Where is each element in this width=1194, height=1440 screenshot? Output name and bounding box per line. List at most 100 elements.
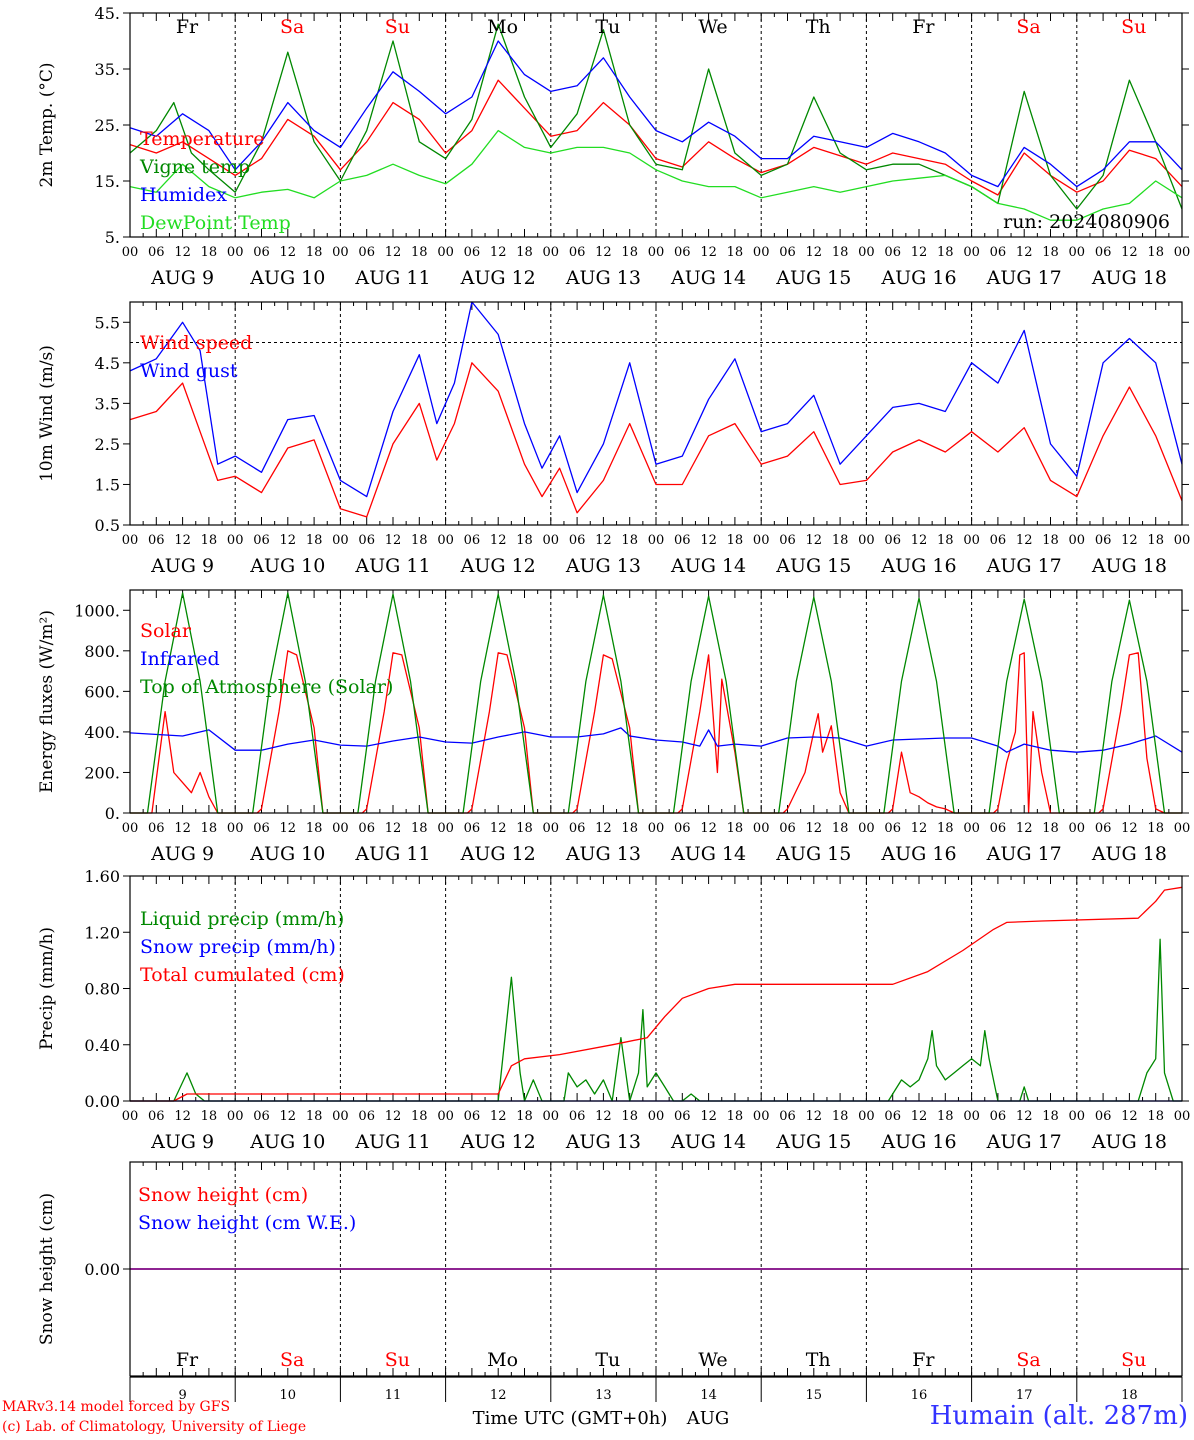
date-label: AUG 11: [354, 843, 430, 865]
hour-label: 12: [385, 533, 402, 548]
hour-label: 00: [122, 245, 139, 260]
hour-label: 18: [727, 1109, 744, 1124]
y-tick-label: 3.5: [95, 394, 120, 413]
y-tick-label: 1.20: [84, 923, 120, 942]
weekday-label: Tu: [595, 1349, 620, 1371]
hour-label: 06: [569, 821, 586, 836]
hour-label: 18: [832, 245, 849, 260]
weekday-label: Mo: [487, 1349, 518, 1371]
hour-label: 06: [148, 821, 165, 836]
hour-label: 12: [174, 1109, 191, 1124]
panel-3: 0. 200. 400. 600. 800. 1000. Energy fluxes (W/…: [37, 589, 1191, 865]
hour-label: 18: [516, 821, 533, 836]
hour-label: 12: [385, 1109, 402, 1124]
hour-label: 18: [411, 533, 428, 548]
hour-label: 18: [1042, 1109, 1059, 1124]
y-tick-label: 45.: [95, 4, 120, 23]
hour-label: 18: [937, 533, 954, 548]
hour-label: 06: [464, 821, 481, 836]
hour-label: 06: [990, 1109, 1007, 1124]
hour-label: 06: [1095, 245, 1112, 260]
date-label: AUG 18: [1091, 555, 1167, 577]
hour-label: 00: [1174, 821, 1191, 836]
hour-label: 00: [227, 245, 244, 260]
station-name: Humain (alt. 287m): [929, 1401, 1188, 1431]
date-label: AUG 14: [670, 267, 746, 289]
hour-label: 18: [621, 245, 638, 260]
hour-label: 00: [122, 1109, 139, 1124]
date-label: AUG 11: [354, 555, 430, 577]
series-line-wind-gust: [129, 301, 1183, 498]
plot-frame: [129, 1161, 1183, 1377]
hour-label: 00: [332, 533, 349, 548]
y-tick-label: 2.5: [95, 435, 120, 454]
series-line-total-cumulated-cm: [130, 886, 1183, 1102]
day-number: 16: [911, 1388, 928, 1403]
date-label: AUG 16: [880, 555, 956, 577]
date-label: AUG 16: [880, 267, 956, 289]
hour-label: 12: [806, 245, 823, 260]
date-label: AUG 14: [670, 843, 746, 865]
hour-label: 00: [1069, 1109, 1086, 1124]
hour-label: 00: [963, 1109, 980, 1124]
y-tick-label: 0.00: [84, 1092, 120, 1111]
hour-label: 00: [648, 533, 665, 548]
y-axis-title: Snow height (cm): [37, 1193, 57, 1345]
y-tick-label: 0.40: [84, 1036, 120, 1055]
date-label: AUG 15: [775, 555, 851, 577]
hour-label: 12: [806, 821, 823, 836]
hour-label: 06: [569, 1109, 586, 1124]
hour-label: 12: [490, 1109, 507, 1124]
hour-label: 12: [595, 821, 612, 836]
legend-entry: Snow precip (mm/h): [140, 936, 336, 958]
hour-label: 00: [122, 821, 139, 836]
y-tick-label: 400.: [84, 723, 120, 742]
series-line-vigne-temp: [129, 23, 1183, 210]
hour-label: 18: [727, 533, 744, 548]
day-number: 9: [178, 1388, 186, 1403]
hour-label: 12: [1121, 533, 1138, 548]
hour-label: 00: [122, 533, 139, 548]
plot-frame: [129, 875, 1183, 1102]
y-tick-label: 1.5: [95, 475, 120, 494]
legend-entry: Humidex: [140, 184, 227, 206]
hour-label: 00: [963, 533, 980, 548]
weekday-label: We: [698, 1349, 727, 1371]
hour-label: 00: [227, 533, 244, 548]
date-label: AUG 17: [986, 1131, 1062, 1153]
day-number: 13: [595, 1388, 612, 1403]
hour-label: 12: [700, 533, 717, 548]
weekday-label: Sa: [1016, 16, 1040, 38]
hour-label: 18: [832, 533, 849, 548]
series-line-solar: [130, 650, 1182, 814]
hour-label: 12: [385, 821, 402, 836]
hour-label: 18: [201, 821, 218, 836]
legend-entry: Vigne temp: [139, 156, 250, 178]
hour-label: 00: [437, 245, 454, 260]
hour-label: 18: [411, 245, 428, 260]
date-label: AUG 14: [670, 555, 746, 577]
hour-label: 06: [779, 821, 796, 836]
hour-label: 12: [385, 245, 402, 260]
day-number: 11: [385, 1388, 402, 1403]
series-line-liquid-precip-mm-h: [130, 938, 1182, 1102]
date-label: AUG 9: [150, 267, 214, 289]
day-number: 18: [1121, 1388, 1138, 1403]
date-label: AUG 17: [986, 843, 1062, 865]
legend-entry: Temperature: [140, 128, 264, 150]
hour-label: 06: [779, 1109, 796, 1124]
hour-label: 00: [648, 821, 665, 836]
hour-label: 06: [884, 1109, 901, 1124]
hour-label: 18: [621, 533, 638, 548]
hour-label: 18: [1147, 533, 1164, 548]
series-line-dewpoint-temp: [129, 129, 1183, 221]
hour-label: 06: [148, 245, 165, 260]
hour-label: 18: [306, 533, 323, 548]
panel-4: 0.00 0.40 0.80 1.20 1.60 Precip (mm/h) Liquid …: [37, 867, 1190, 1153]
y-tick-label: 0.5: [95, 516, 120, 535]
hour-label: 00: [648, 1109, 665, 1124]
hour-label: 12: [911, 821, 928, 836]
hour-label: 18: [306, 1109, 323, 1124]
hour-label: 00: [437, 1109, 454, 1124]
date-label: AUG 15: [775, 1131, 851, 1153]
